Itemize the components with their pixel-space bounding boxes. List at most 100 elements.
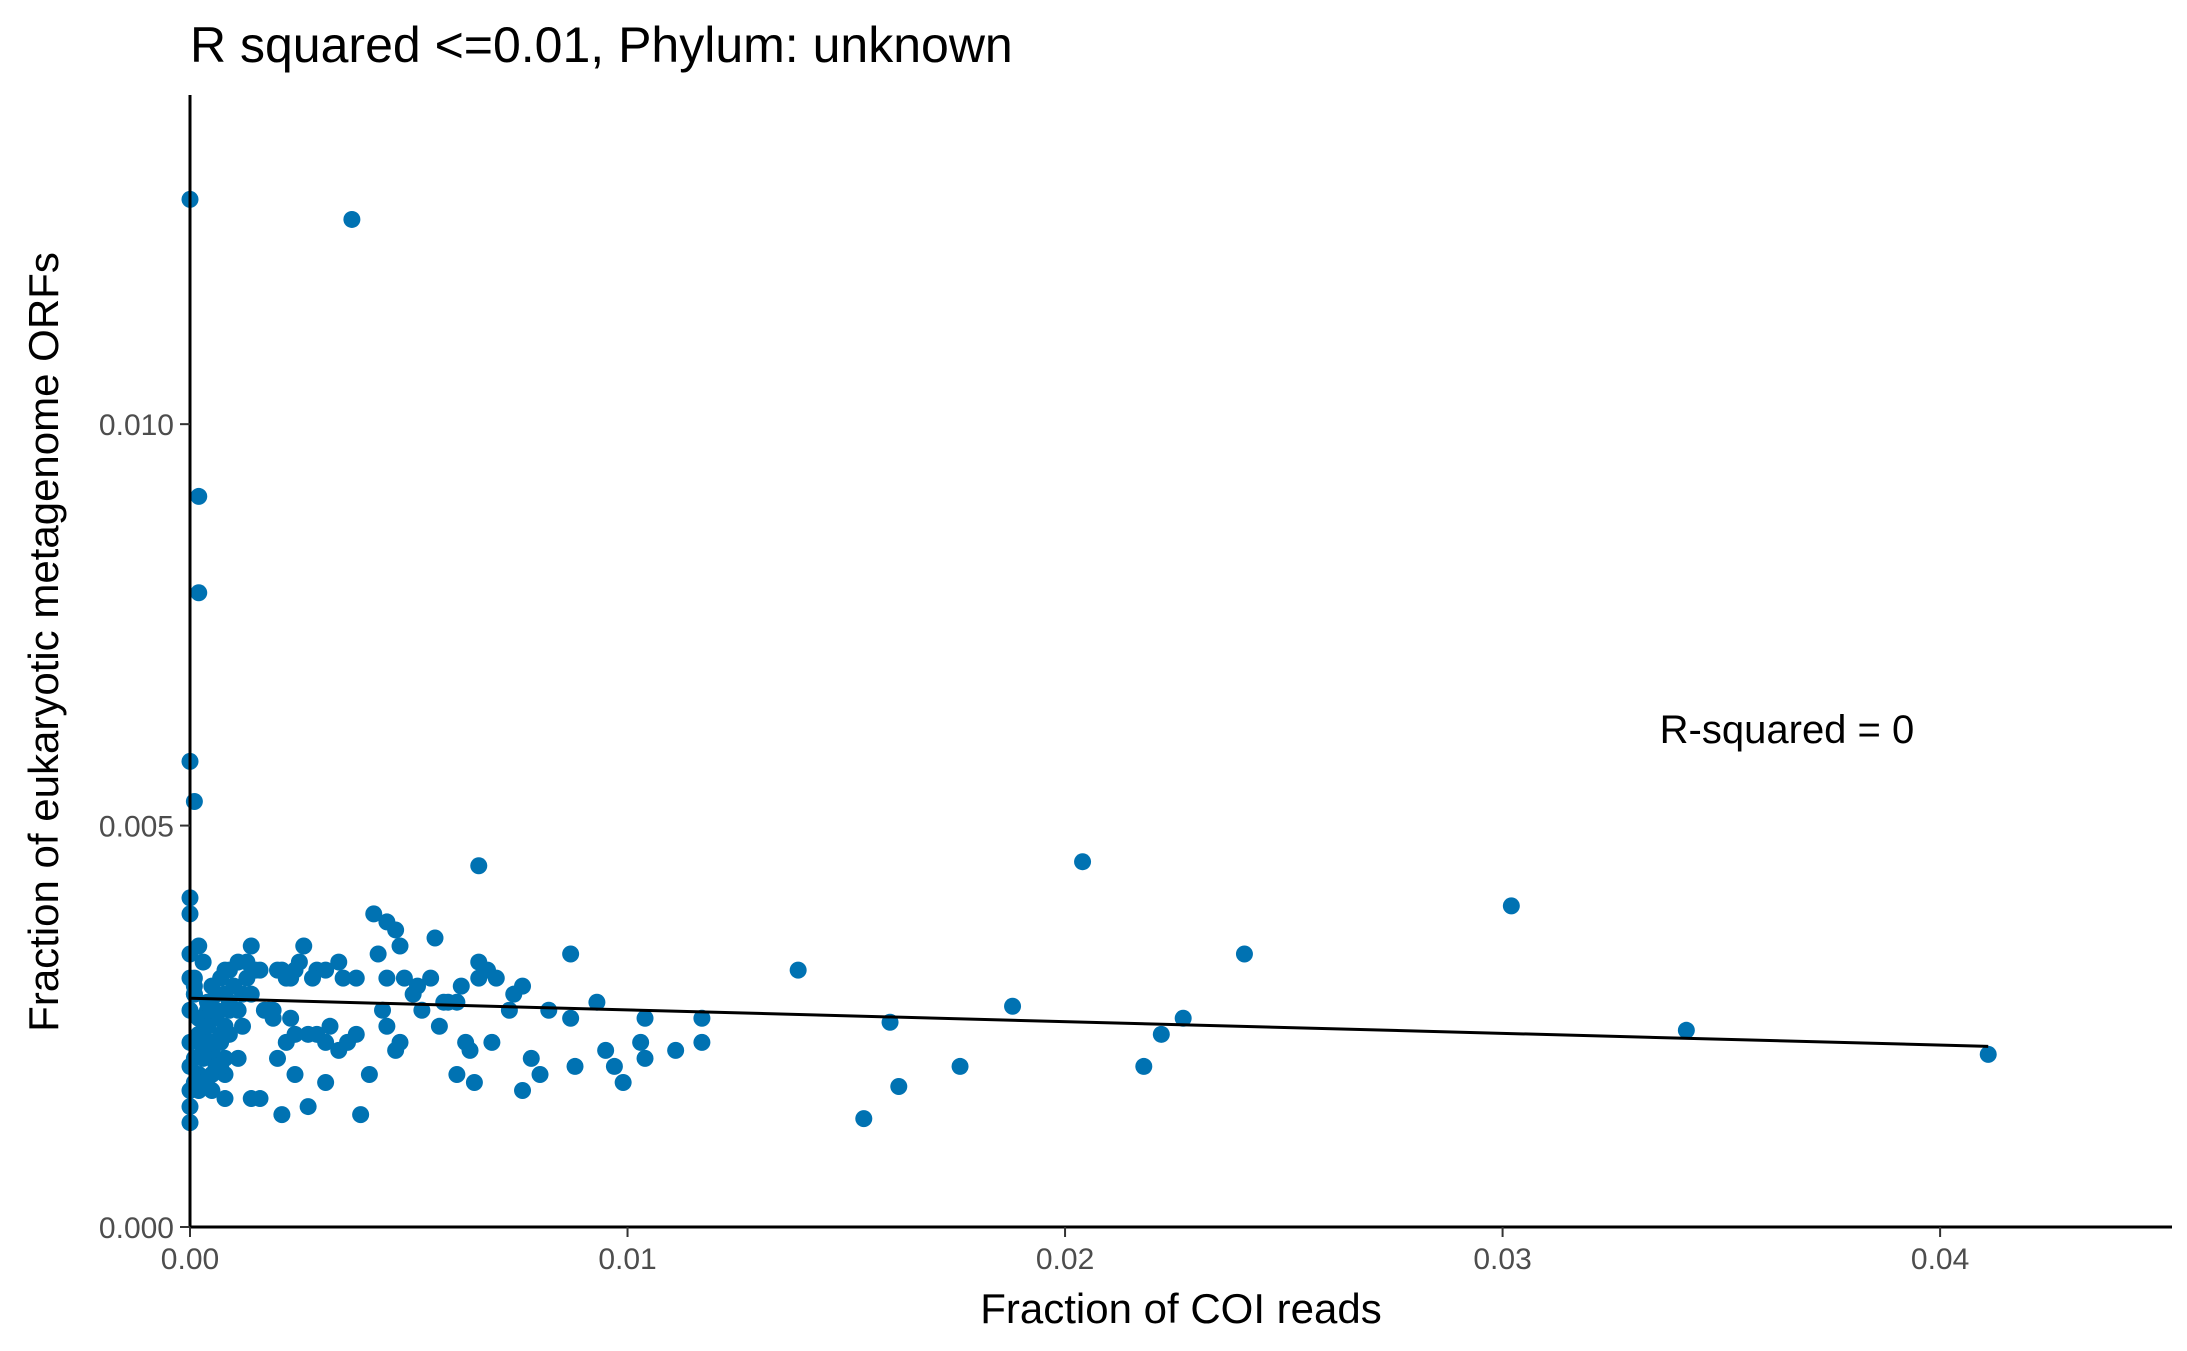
data-point — [220, 961, 238, 979]
data-point — [562, 945, 580, 963]
data-point — [465, 1073, 483, 1091]
x-axis-ticks: 0.00 0.01 0.02 0.03 0.04 — [161, 1227, 1969, 1276]
data-point — [369, 945, 387, 963]
data-point — [194, 1073, 212, 1091]
data-point — [430, 1017, 448, 1035]
y-axis-title: Fraction of eukaryotic metagenome ORFs — [20, 252, 67, 1032]
data-point — [1004, 997, 1022, 1015]
data-point — [452, 977, 470, 995]
data-point — [422, 969, 440, 987]
data-point — [855, 1110, 873, 1128]
data-point — [299, 1025, 317, 1043]
data-point — [242, 937, 260, 955]
data-point — [693, 1033, 711, 1051]
data-point — [360, 1065, 378, 1083]
data-point — [295, 937, 313, 955]
data-point — [242, 1090, 260, 1108]
data-point — [448, 1065, 466, 1083]
data-point — [260, 1001, 278, 1019]
data-point — [605, 1057, 623, 1075]
data-point — [951, 1057, 969, 1075]
data-point — [352, 1106, 370, 1124]
data-point — [282, 1009, 300, 1027]
data-point — [229, 1049, 247, 1067]
data-point — [597, 1041, 615, 1059]
data-point — [566, 1057, 584, 1075]
data-point — [667, 1041, 685, 1059]
data-point — [500, 1001, 518, 1019]
data-point — [317, 1073, 335, 1091]
data-point — [1074, 853, 1092, 871]
data-point — [378, 969, 396, 987]
data-point — [387, 921, 405, 939]
data-point — [286, 1065, 304, 1083]
data-point — [614, 1073, 632, 1091]
data-point — [304, 969, 322, 987]
data-point — [562, 1009, 580, 1027]
data-point — [273, 1106, 291, 1124]
data-point — [185, 985, 203, 1003]
data-point — [251, 961, 269, 979]
data-point — [391, 937, 409, 955]
data-point — [588, 993, 606, 1011]
data-point — [470, 953, 488, 971]
data-point — [299, 1098, 317, 1116]
data-point — [334, 969, 352, 987]
data-point — [190, 487, 208, 505]
data-point — [321, 1017, 339, 1035]
data-point — [277, 1033, 295, 1051]
data-point — [216, 1017, 234, 1035]
data-point — [194, 953, 212, 971]
data-point — [234, 1017, 252, 1035]
data-point — [789, 961, 807, 979]
data-point — [374, 1001, 392, 1019]
data-point — [185, 792, 203, 810]
data-point — [216, 1090, 234, 1108]
x-tick-label: 0.04 — [1911, 1243, 1969, 1276]
data-point — [347, 969, 365, 987]
y-tick-label: 0.000 — [99, 1212, 174, 1245]
data-point — [693, 1009, 711, 1027]
data-point — [426, 929, 444, 947]
data-point — [483, 1033, 501, 1051]
data-point — [190, 937, 208, 955]
data-point — [365, 905, 383, 923]
data-point — [505, 985, 523, 1003]
x-axis-title: Fraction of COI reads — [980, 1285, 1381, 1332]
data-point — [330, 953, 348, 971]
data-point — [207, 1057, 225, 1075]
data-point — [461, 1041, 479, 1059]
data-point — [286, 961, 304, 979]
data-point — [378, 1017, 396, 1035]
data-point — [190, 584, 208, 602]
data-point — [269, 1049, 287, 1067]
chart-title: R squared <=0.01, Phylum: unknown — [190, 17, 1013, 73]
data-point — [203, 1033, 221, 1051]
data-point — [339, 1033, 357, 1051]
data-point — [636, 1049, 654, 1067]
data-point — [1677, 1021, 1695, 1039]
data-point — [470, 969, 488, 987]
y-tick-label: 0.005 — [99, 811, 174, 844]
data-point — [487, 969, 505, 987]
data-point — [1979, 1045, 1997, 1063]
data-point — [238, 953, 256, 971]
data-point — [636, 1009, 654, 1027]
x-tick-label: 0.03 — [1473, 1243, 1531, 1276]
data-point — [1174, 1009, 1192, 1027]
y-tick-label: 0.010 — [99, 409, 174, 442]
data-point — [514, 1082, 532, 1100]
data-point — [522, 1049, 540, 1067]
data-point — [395, 969, 413, 987]
data-point — [343, 210, 361, 228]
data-point — [387, 1041, 405, 1059]
data-point — [1235, 945, 1253, 963]
data-point — [199, 1017, 217, 1035]
fit-line-layer — [189, 996, 1989, 1048]
x-tick-label: 0.01 — [598, 1243, 656, 1276]
y-axis-ticks: 0.000 0.005 0.010 — [99, 409, 190, 1245]
x-tick-label: 0.00 — [161, 1243, 219, 1276]
